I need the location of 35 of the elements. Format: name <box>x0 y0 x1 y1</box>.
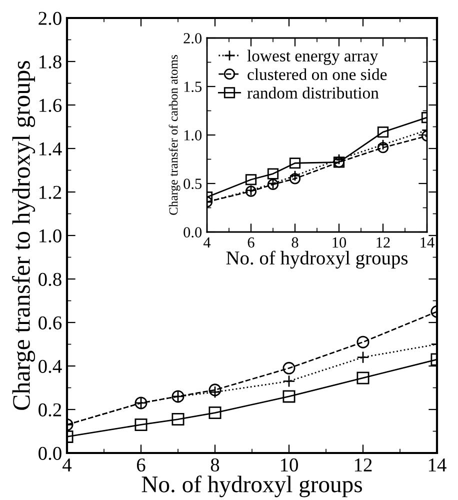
legend-label: lowest energy array <box>247 50 378 65</box>
x-tick-label: 8 <box>210 458 220 472</box>
y-tick-label: 1.6 <box>40 98 62 112</box>
y-tick-label: 1.8 <box>40 55 62 69</box>
y-tick-label: 0.0 <box>184 227 202 238</box>
y-tick-label: 1.2 <box>40 186 62 200</box>
legend-label: clustered on one side <box>248 68 387 80</box>
y-axis-title: Charge transfer of carbon atoms <box>168 55 180 215</box>
y-axis-title: Charge transfer to hydroxyl groups <box>12 60 36 410</box>
x-tick-label: 12 <box>376 237 390 248</box>
y-tick-label: 1.4 <box>40 142 62 156</box>
y-tick-label: 0.6 <box>38 316 62 330</box>
x-axis-title: No. of hydroxyl groups <box>226 250 408 269</box>
x-tick-label: 14 <box>420 237 434 248</box>
x-tick-label: 8 <box>292 237 298 248</box>
x-axis-title: No. of hydroxyl groups <box>142 475 362 498</box>
x-tick-label: 14 <box>428 458 446 472</box>
x-tick-label: 10 <box>332 237 346 248</box>
y-tick-label: 0.4 <box>38 360 62 374</box>
y-tick-label: 0.2 <box>38 403 62 417</box>
y-tick-label: 0.0 <box>38 446 62 460</box>
y-tick-label: 0.8 <box>38 272 62 286</box>
x-tick-label: 6 <box>136 458 146 472</box>
x-tick-label: 4 <box>62 458 72 472</box>
x-tick-label: 6 <box>248 237 254 248</box>
x-tick-label: 10 <box>280 458 298 472</box>
y-tick-label: 2.0 <box>38 12 62 26</box>
y-tick-label: 2.0 <box>184 33 202 44</box>
x-tick-label: 4 <box>203 237 211 248</box>
y-tick-label: 0.5 <box>184 178 202 190</box>
y-tick-label: 1.0 <box>40 229 62 243</box>
y-tick-label: 1.5 <box>184 82 202 92</box>
legend-label: random distribution <box>247 86 379 99</box>
y-tick-label: 1.0 <box>184 130 202 141</box>
x-tick-label: 12 <box>354 458 372 472</box>
